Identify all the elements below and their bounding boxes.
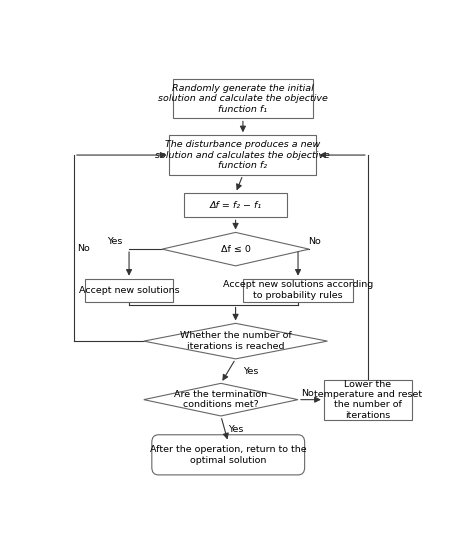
- FancyBboxPatch shape: [169, 135, 316, 175]
- FancyBboxPatch shape: [243, 279, 353, 301]
- Text: The disturbance produces a new
solution and calculates the objective
function f₂: The disturbance produces a new solution …: [155, 140, 330, 170]
- Text: After the operation, return to the
optimal solution: After the operation, return to the optim…: [150, 445, 307, 465]
- Text: Are the termination
conditions met?: Are the termination conditions met?: [174, 390, 267, 409]
- Text: No: No: [77, 244, 90, 252]
- Text: Randomly generate the initial
solution and calculate the objective
function f₁: Randomly generate the initial solution a…: [158, 84, 328, 113]
- Text: No: No: [308, 237, 321, 246]
- Text: Yes: Yes: [243, 367, 258, 376]
- FancyBboxPatch shape: [184, 193, 287, 217]
- Text: Lower the
temperature and reset
the number of
iterations: Lower the temperature and reset the numb…: [314, 380, 422, 420]
- FancyBboxPatch shape: [173, 79, 313, 118]
- Text: Yes: Yes: [107, 237, 122, 246]
- Polygon shape: [144, 383, 298, 416]
- Text: Δf = f₂ − f₁: Δf = f₂ − f₁: [210, 201, 262, 210]
- Text: Yes: Yes: [228, 425, 243, 434]
- Text: Δf ≤ 0: Δf ≤ 0: [220, 245, 251, 254]
- Text: Accept new solutions: Accept new solutions: [79, 286, 179, 295]
- Text: Accept new solutions according
to probability rules: Accept new solutions according to probab…: [223, 280, 373, 300]
- FancyBboxPatch shape: [152, 435, 305, 475]
- Text: No: No: [301, 389, 314, 398]
- Polygon shape: [144, 323, 328, 359]
- Text: Whether the number of
iterations is reached: Whether the number of iterations is reac…: [180, 331, 292, 351]
- FancyBboxPatch shape: [85, 279, 173, 301]
- Polygon shape: [162, 232, 309, 266]
- FancyBboxPatch shape: [324, 380, 412, 420]
